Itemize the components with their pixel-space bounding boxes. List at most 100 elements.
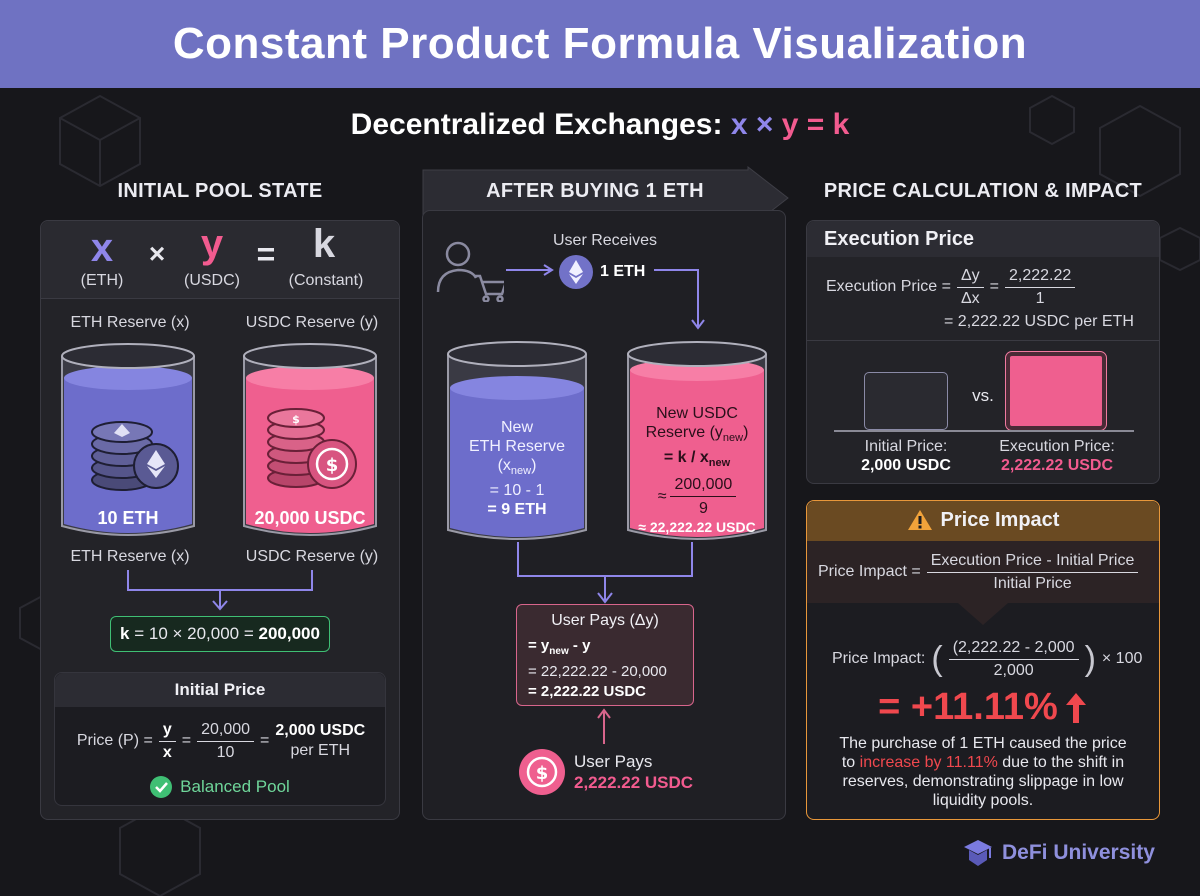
subtitle-eq: = <box>806 108 825 141</box>
exec-price-value: 2,222.22 USDC <box>1000 457 1114 474</box>
brand: DeFi University <box>962 838 1155 868</box>
brand-name: DeFi University <box>1002 841 1155 864</box>
pays-line1-end: - y <box>568 637 591 654</box>
new-usdc-den: 9 <box>698 500 708 518</box>
exec-heading-bar <box>807 221 1159 257</box>
impact-desc-3: reserves, demonstrating slippage in low <box>842 773 1124 790</box>
price-baseline <box>834 430 1134 432</box>
exec-label: Execution Price = <box>826 278 951 295</box>
new-eth-line5: = 9 ETH <box>487 501 547 519</box>
new-usdc-frac-row: ≈ 200,000 9 <box>624 475 770 518</box>
impact-desc-2b: increase by 11.11% <box>859 754 998 771</box>
k-calc-value: 200,000 <box>258 624 320 643</box>
merge-to-pays <box>517 542 693 604</box>
new-usdc-line2: Reserve (ynew) <box>624 423 770 448</box>
price-value-block: 2,000 USDC per ETH <box>275 721 365 761</box>
pays-line3: = 2,222.22 USDC <box>528 683 646 700</box>
shopper-cart-icon <box>436 241 504 302</box>
arrow-up-from-user <box>597 708 611 744</box>
new-eth-line2: ETH Reserve <box>468 438 566 455</box>
arrow-to-eth <box>506 264 554 276</box>
impact-num2: (2,222.22 - 2,000 <box>948 639 1079 660</box>
vs-label: vs. <box>972 386 994 405</box>
price-frac-num: y <box>158 721 176 742</box>
impact-result-row: = +11.11% <box>806 686 1160 729</box>
eth-reserve-label-bottom: ETH Reserve (x) <box>70 548 190 565</box>
new-usdc-num: 200,000 <box>670 475 737 498</box>
impact-heading-row: Price Impact <box>807 508 1159 532</box>
usdc-coins-icon: $ $ <box>267 408 357 489</box>
formula-y-sub: (USDC) <box>184 272 240 289</box>
price-unit: per ETH <box>290 742 351 759</box>
balanced-pool-badge: Balanced Pool <box>54 776 386 798</box>
new-usdc-line2-sub: new <box>722 432 744 445</box>
formula-eq: = <box>256 236 276 272</box>
impact-times: × 100 <box>1101 650 1143 667</box>
initial-heading: INITIAL POOL STATE <box>117 180 323 202</box>
impact-den2: 2,000 <box>993 661 1034 679</box>
new-usdc-approx: ≈ <box>657 488 667 506</box>
impact-desc-2: to increase by 11.11% due to the shift i… <box>816 753 1150 772</box>
new-eth-line3-a: (x <box>497 457 511 474</box>
price-eq: = <box>181 732 192 749</box>
new-usdc-reserve-text: New USDC Reserve (ynew) = k / xnew ≈ 200… <box>624 404 770 537</box>
formula-k-sub: (Constant) <box>288 272 364 289</box>
graduation-cap-icon <box>964 840 992 866</box>
impact-label2: Price Impact: <box>832 650 926 667</box>
svg-text:$: $ <box>326 455 339 476</box>
formula-k: k <box>312 222 336 266</box>
receives-value: 1 ETH <box>600 263 646 280</box>
price-frac-values: 20,000 10 <box>197 721 255 762</box>
impact-paren-left: ( <box>931 640 943 678</box>
impact-formula: Price Impact = Execution Price - Initial… <box>818 548 1152 596</box>
formula-x-sub: (ETH) <box>80 272 124 289</box>
formula-x: x <box>90 226 114 270</box>
usdc-reserve-label-bottom: USDC Reserve (y) <box>245 548 379 565</box>
exec-price-label: Execution Price: <box>999 438 1115 455</box>
pays-line1-a: = y <box>528 637 550 654</box>
impact-frac2: (2,222.22 - 2,000 2,000 <box>948 639 1079 680</box>
exec-frac-den: Δx <box>960 289 980 307</box>
pays-line2: = 22,222.22 - 20,000 <box>528 663 667 680</box>
subtitle-x: x <box>730 108 748 141</box>
impact-result: = +11.11% <box>878 686 1058 728</box>
impact-desc-4: liquidity pools. <box>932 792 1034 809</box>
impact-desc-2a: to <box>841 754 860 771</box>
subtitle: Decentralized Exchanges: x × y = k <box>0 108 1200 142</box>
arrow-up-icon <box>1065 692 1086 723</box>
impact-num: Execution Price - Initial Price <box>926 552 1139 573</box>
subtitle-times: × <box>755 108 774 141</box>
new-usdc-line2-end: ) <box>743 424 749 441</box>
after-heading: AFTER BUYING 1 ETH <box>486 180 704 202</box>
new-eth-line3: (xnew) <box>444 456 590 481</box>
new-eth-tank <box>447 341 587 540</box>
exec-result: = 2,222.22 USDC per ETH <box>944 313 1134 330</box>
initial-price-heading: Initial Price <box>55 673 385 707</box>
warning-icon <box>907 510 932 530</box>
price-value: 2,000 USDC <box>275 722 366 739</box>
eth-coin-icon <box>559 255 593 289</box>
price-den: 10 <box>216 743 235 761</box>
subtitle-prefix: Decentralized Exchanges: <box>350 108 723 141</box>
price-frac-den: x <box>162 743 172 761</box>
new-usdc-tank <box>627 341 767 540</box>
eth-reserve-label-top: ETH Reserve (x) <box>70 314 190 331</box>
exec-divider <box>807 340 1159 341</box>
subtitle-k: k <box>832 108 850 141</box>
arrow-to-usdc-tank <box>654 269 705 330</box>
exec-frac-delta: Δy Δx <box>956 267 984 308</box>
svg-text:$: $ <box>536 763 549 784</box>
initial-price-value: 2,000 USDC <box>861 457 951 474</box>
user-pays-box <box>516 604 694 706</box>
svg-text:$: $ <box>292 413 300 426</box>
exec-eq: = <box>989 278 999 295</box>
exec-frac-num: Δy <box>956 267 984 288</box>
exec-formula: Execution Price = Δy Δx = 2,222.22 1 <box>826 264 1156 310</box>
usdc-reserve-label-top: USDC Reserve (y) <box>245 314 379 331</box>
usdc-amount: 20,000 USDC <box>254 508 366 528</box>
subtitle-y: y <box>781 108 799 141</box>
merge-arrow <box>127 570 313 611</box>
initial-price-formula: Price (P) = y x = 20,000 10 = 2,000 USDC… <box>64 716 378 766</box>
impact-desc-2c: due to the shift in <box>997 754 1125 771</box>
new-usdc-line3-a: = k / x <box>663 449 709 467</box>
